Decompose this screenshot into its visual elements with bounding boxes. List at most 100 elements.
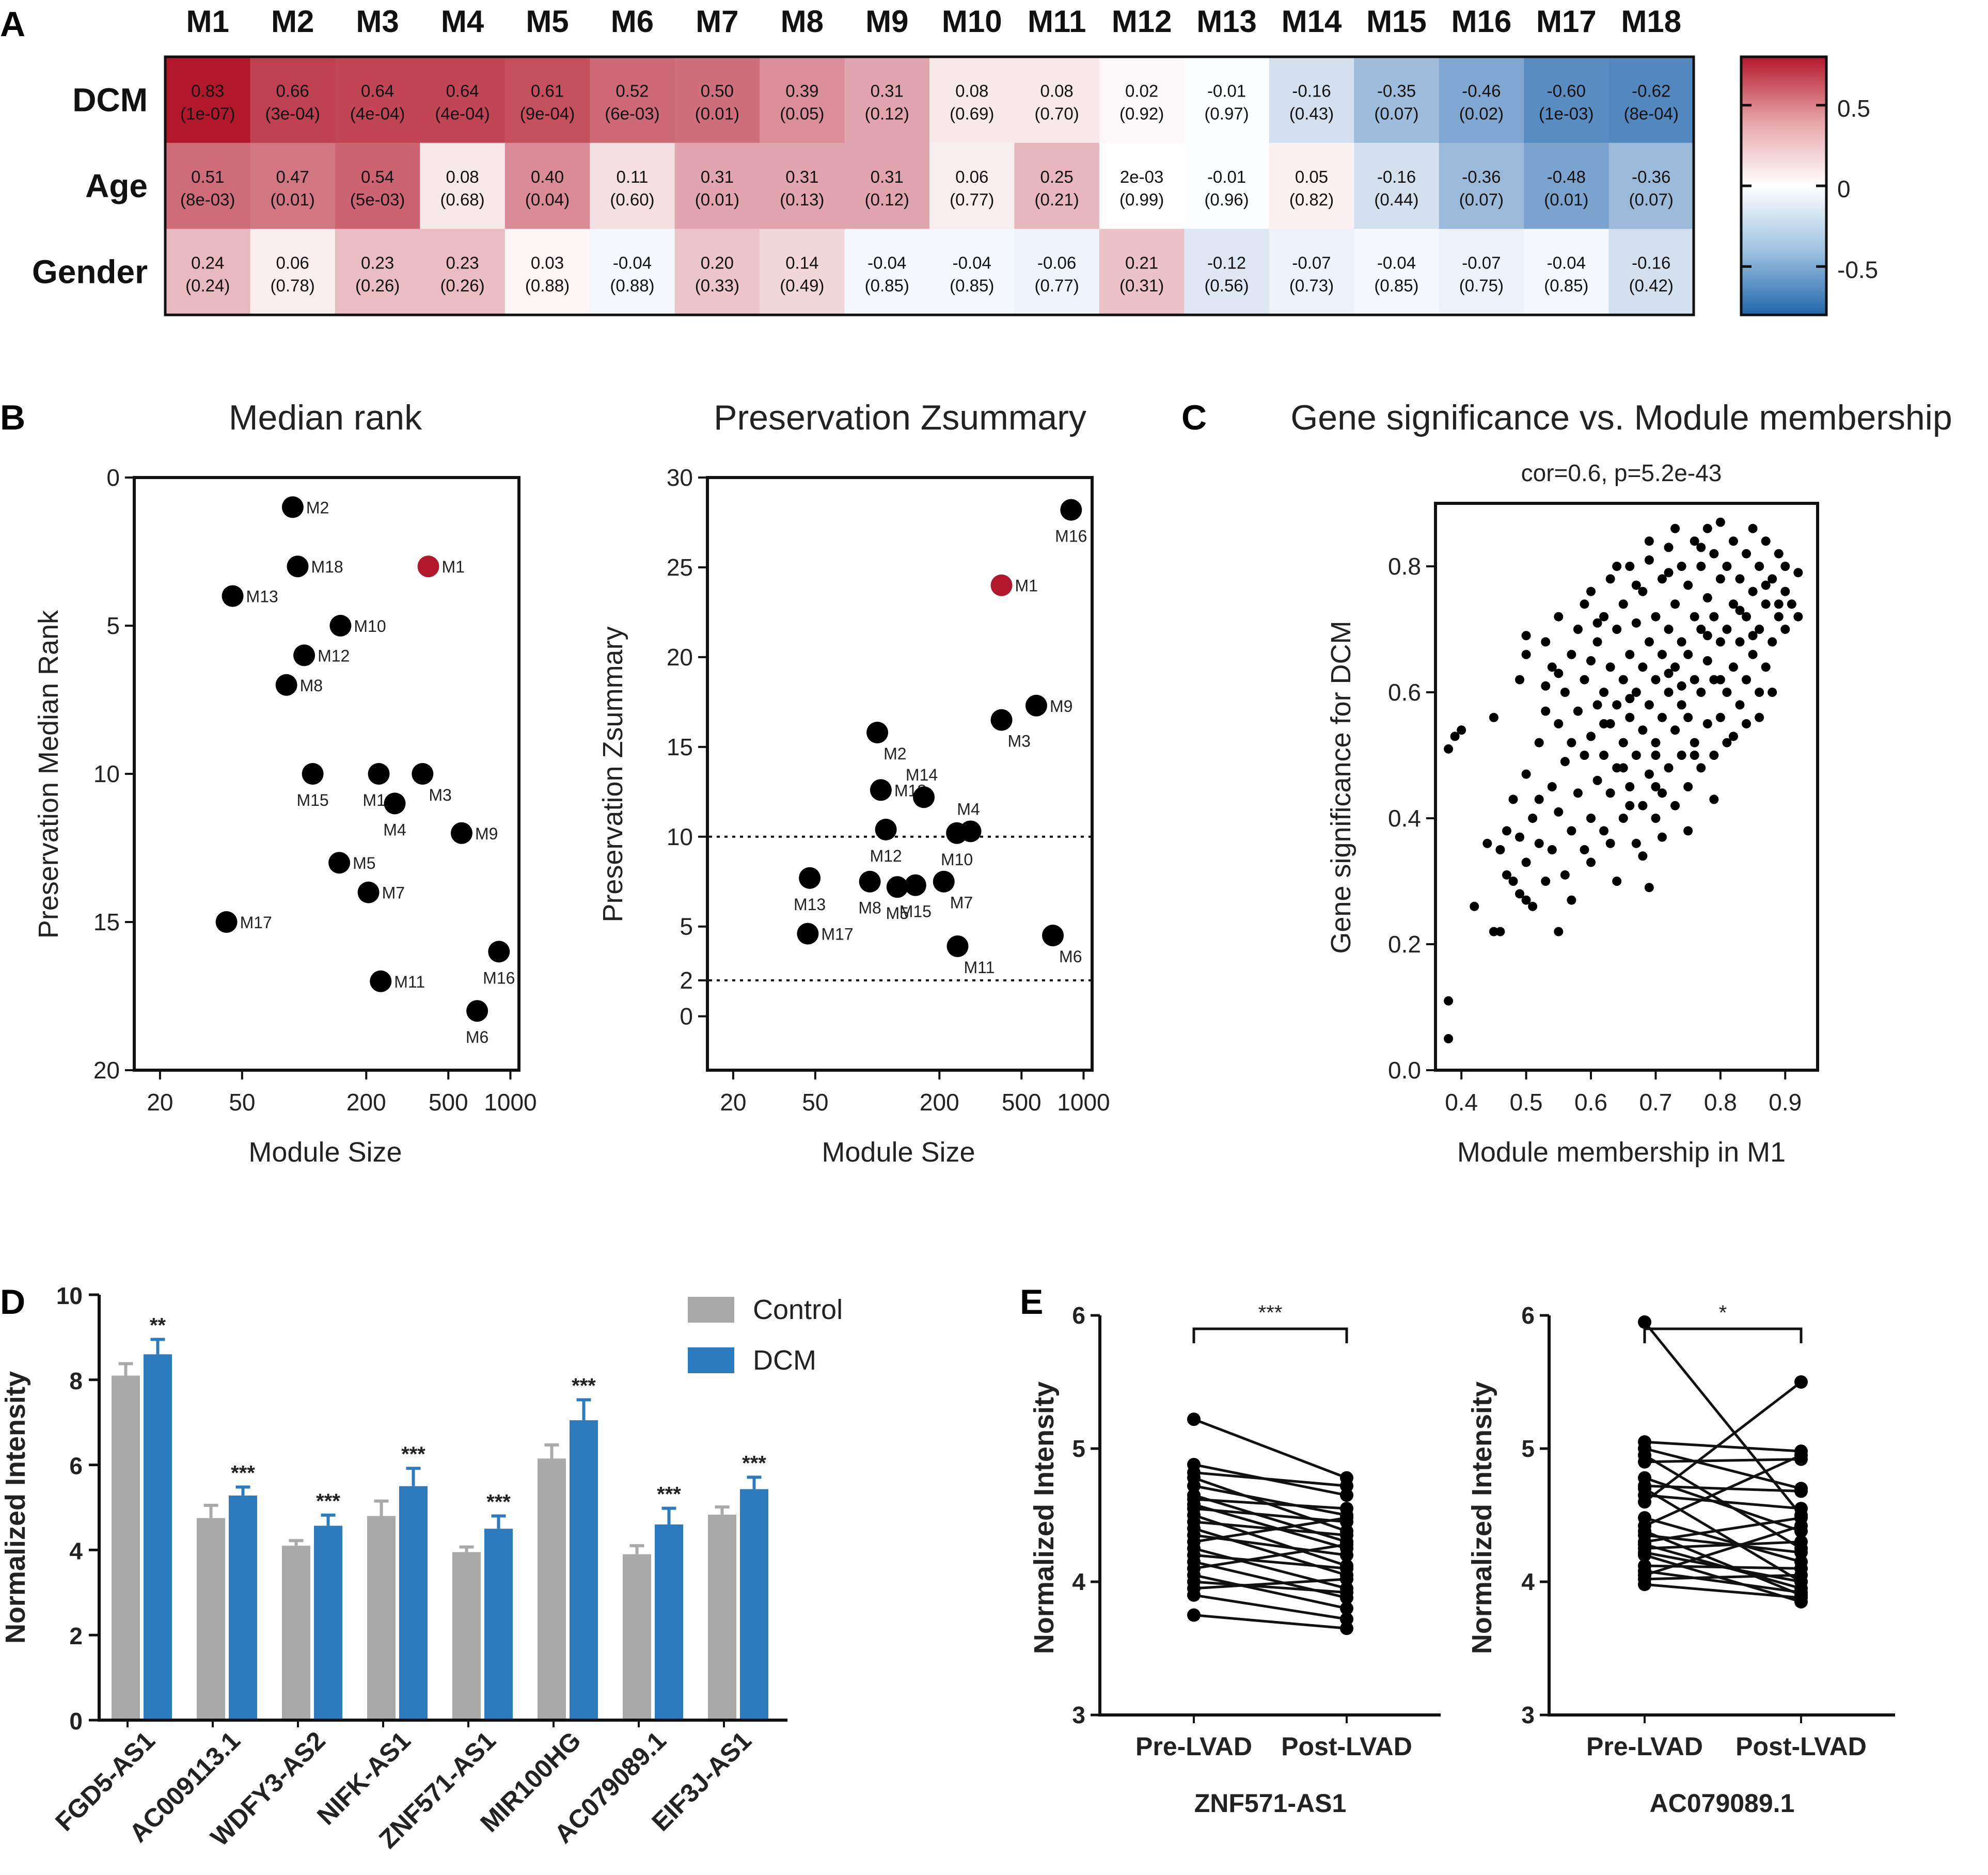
heatmap-cell-pvalue: (1e-07) xyxy=(180,104,235,123)
heatmap-cell-value: 0.24 xyxy=(191,253,224,273)
gene-significance-point xyxy=(1755,712,1764,722)
heatmap-cell-value: 0.61 xyxy=(531,81,564,100)
gene-significance-point xyxy=(1690,738,1699,748)
bar-chart-ytick-label: 2 xyxy=(69,1623,83,1649)
heatmap-cell-pvalue: (0.85) xyxy=(1374,276,1418,295)
zsummary-ylabel: Preservation Zsummary xyxy=(597,626,628,922)
gene-significance-xtick-label: 0.6 xyxy=(1574,1089,1607,1116)
gene-significance-point xyxy=(1690,751,1699,760)
heatmap-cell-pvalue: (3e-04) xyxy=(265,104,320,123)
gene-significance-point xyxy=(1702,656,1712,665)
heatmap-cell-pvalue: (0.60) xyxy=(610,190,654,209)
gene-significance-point xyxy=(1528,814,1538,823)
median-rank-chart: Median rank 20 50 200 500 1000 0 5 10 15 20 M2 M18… xyxy=(33,398,537,1168)
bar-dcm xyxy=(740,1489,768,1720)
ac079089-pair-line xyxy=(1644,1458,1802,1464)
gene-significance-xtick-label: 0.7 xyxy=(1639,1089,1672,1116)
znf571-post-point xyxy=(1340,1502,1353,1516)
heatmap-cell-value: -0.01 xyxy=(1207,167,1246,186)
colorbar-tick-label: -0.5 xyxy=(1837,256,1878,283)
bar-control xyxy=(282,1546,310,1720)
znf571-pair-line xyxy=(1193,1553,1347,1570)
znf571-title: ZNF571-AS1 xyxy=(1194,1789,1347,1818)
znf571-post-point xyxy=(1340,1488,1353,1502)
heatmap-cell-value: 0.47 xyxy=(276,167,309,186)
gene-significance-point xyxy=(1735,637,1745,647)
gene-significance-point xyxy=(1444,744,1454,754)
gene-significance-xtick-label: 0.9 xyxy=(1769,1089,1802,1116)
gene-significance-ytick-label: 0.4 xyxy=(1388,805,1421,832)
median-rank-ytick-label: 20 xyxy=(93,1057,120,1084)
gene-significance-point xyxy=(1657,788,1667,798)
znf571-ytick-label: 6 xyxy=(1072,1302,1085,1329)
heatmap-cell-value: -0.06 xyxy=(1037,253,1076,273)
heatmap-cell-value: 0.20 xyxy=(701,253,734,273)
znf571-pair-line xyxy=(1193,1507,1347,1523)
gene-significance-point xyxy=(1534,738,1544,748)
paired-plot-znf571-significance: *** xyxy=(1192,1301,1348,1343)
heatmap-cell xyxy=(335,142,420,229)
gene-significance-point xyxy=(1521,631,1531,641)
median-rank-point xyxy=(417,555,439,578)
bar-dcm xyxy=(144,1354,172,1720)
heatmap-cell xyxy=(1014,142,1100,229)
znf571-pre-label: Pre-LVAD xyxy=(1135,1732,1252,1761)
heatmap-column-label: M8 xyxy=(781,4,824,39)
zsummary-xtick-label: 500 xyxy=(1002,1089,1042,1116)
znf571-post-point xyxy=(1340,1612,1353,1626)
gene-significance-point xyxy=(1677,700,1686,710)
bar-chart-axis-ticks: 0 2 4 6 8 10 xyxy=(56,1282,99,1735)
median-rank-point-label: M15 xyxy=(296,791,328,809)
gene-significance-point xyxy=(1612,700,1622,710)
gene-significance-xtick-label: 0.5 xyxy=(1510,1089,1543,1116)
gene-significance-point xyxy=(1586,814,1596,823)
median-rank-point xyxy=(370,970,392,992)
gene-significance-point xyxy=(1502,870,1511,880)
heatmap-cell xyxy=(674,229,760,315)
bar-dcm xyxy=(399,1486,428,1720)
heatmap-cell xyxy=(1439,142,1524,229)
heatmap-cell xyxy=(1269,142,1354,229)
gene-significance-point xyxy=(1702,631,1712,641)
gene-significance-point xyxy=(1677,751,1686,760)
heatmap-cell-value: 0.02 xyxy=(1125,81,1158,100)
heatmap-cell xyxy=(420,229,506,315)
heatmap-cell-pvalue: (0.69) xyxy=(950,104,994,123)
gene-significance-point xyxy=(1599,719,1609,728)
gene-significance-point xyxy=(1644,769,1654,779)
gene-significance-point xyxy=(1664,669,1674,678)
zsummary-xtick-label: 50 xyxy=(802,1089,828,1116)
heatmap-cell xyxy=(1354,229,1440,315)
zsummary-plot-frame xyxy=(706,476,1094,1072)
gene-significance-point xyxy=(1651,675,1661,685)
heatmap-cell-value: 0.52 xyxy=(616,81,649,100)
heatmap-cell xyxy=(335,57,420,144)
heatmap-cell-pvalue: (0.70) xyxy=(1035,104,1079,123)
znf571-pair-line xyxy=(1193,1594,1347,1620)
gene-significance-point xyxy=(1657,712,1667,722)
heatmap-row-labels: DCM Age Gender xyxy=(32,81,148,290)
median-rank-point-label: M6 xyxy=(466,1028,488,1046)
zsummary-point xyxy=(875,818,897,840)
heatmap-cell xyxy=(1354,142,1440,229)
gene-significance-point xyxy=(1592,775,1602,785)
bar-dcm xyxy=(570,1420,598,1720)
gene-significance-plot-frame xyxy=(1434,502,1819,1072)
heatmap-cell-value: -0.04 xyxy=(1377,253,1416,273)
heatmap-cell-value: 0.03 xyxy=(531,253,564,273)
gene-significance-point xyxy=(1560,757,1570,767)
gene-significance-point xyxy=(1580,599,1589,609)
heatmap-cell xyxy=(1014,57,1100,144)
heatmap-cell-pvalue: (0.26) xyxy=(355,276,400,295)
gene-significance-point xyxy=(1495,845,1505,854)
heatmap-cell-value: 0.06 xyxy=(276,253,309,273)
znf571-ylabel: Normalized Intensity xyxy=(1029,1381,1060,1654)
median-rank-point xyxy=(328,852,351,874)
gene-significance-point xyxy=(1793,568,1803,578)
gene-significance-point xyxy=(1573,788,1583,798)
gene-significance-point xyxy=(1612,625,1622,634)
bar-control xyxy=(623,1554,651,1720)
zsummary-ytick-label: 5 xyxy=(680,913,693,940)
znf571-pair-line xyxy=(1193,1543,1347,1570)
